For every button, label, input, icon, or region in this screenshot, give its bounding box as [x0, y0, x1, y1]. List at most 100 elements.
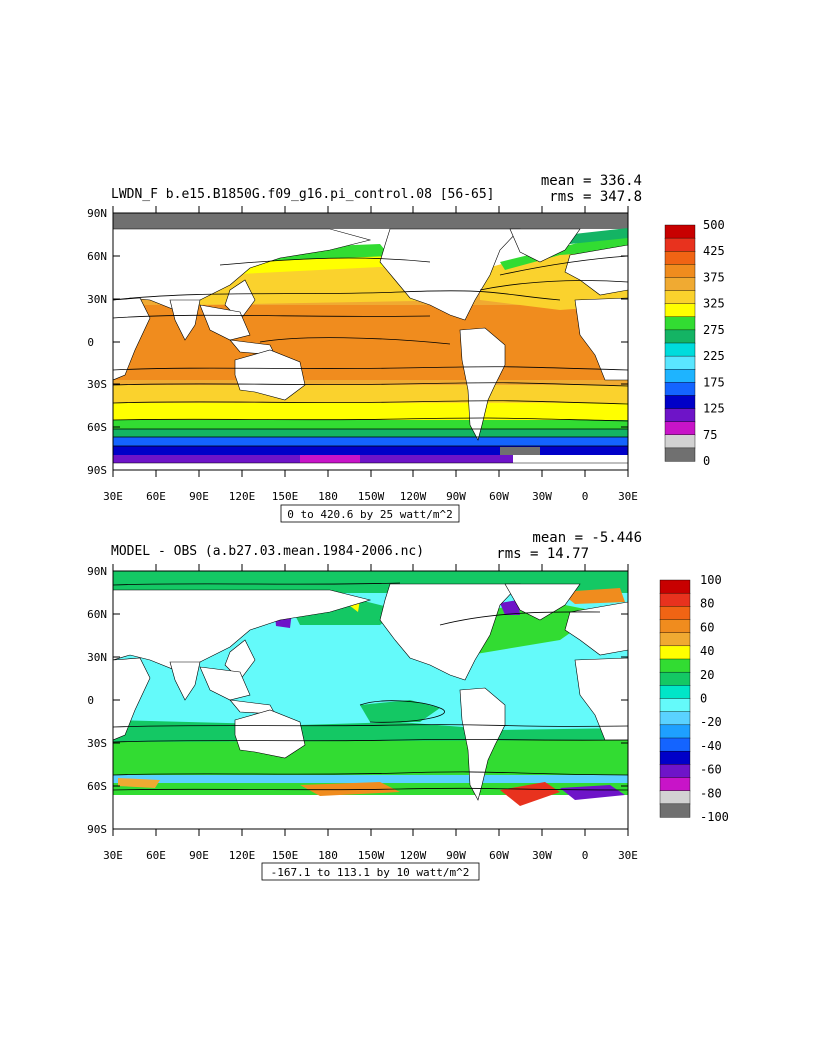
lon-label: 30E — [618, 490, 638, 503]
colorbar-swatch — [664, 237, 696, 252]
colorbar-swatch — [659, 764, 691, 779]
lon-label: 30E — [103, 849, 123, 862]
colorbar-swatch — [664, 290, 696, 305]
lat-label: 30S — [87, 737, 107, 750]
colorbar-swatch — [659, 698, 691, 713]
panel-1-lon-labels: 30E 60E 90E 120E 150E 180 150W 120W 90W … — [103, 490, 638, 503]
lon-label: 150E — [272, 490, 299, 503]
colorbar-swatch — [664, 369, 696, 383]
colorbar-swatch — [659, 619, 691, 634]
lat-label: 60N — [87, 250, 107, 263]
colorbar-swatch — [659, 632, 691, 647]
colorbar-label: -60 — [700, 763, 722, 777]
lon-label: 90W — [446, 490, 466, 503]
lon-label: 60E — [146, 490, 166, 503]
colorbar-label: 75 — [703, 428, 717, 442]
lon-label: 120E — [229, 490, 256, 503]
lon-label: 150W — [358, 849, 385, 862]
panel-1-mean: mean = 336.4 — [541, 173, 642, 189]
lon-label: 120E — [229, 849, 256, 862]
colorbar-swatch — [664, 264, 696, 279]
colorbar-label: 125 — [703, 402, 725, 416]
panel-2-info-box — [261, 862, 480, 881]
colorbar-label: 225 — [703, 349, 725, 363]
colorbar-swatch — [659, 711, 691, 726]
colorbar-label: 275 — [703, 323, 725, 337]
lat-label: 30S — [87, 378, 107, 391]
colorbar-label: -100 — [700, 810, 729, 824]
lon-label: 0 — [582, 849, 589, 862]
colorbar-swatch — [659, 592, 691, 607]
panel-1-rms: rms = 347.8 — [549, 189, 642, 205]
panel-1-axis-ticks — [112, 206, 629, 477]
lat-label: 60S — [87, 421, 107, 434]
colorbar-label: 425 — [703, 244, 725, 258]
lat-label: 0 — [87, 336, 94, 349]
lat-label: 60S — [87, 780, 107, 793]
colorbar-swatch — [664, 395, 696, 410]
lon-label: 30E — [103, 490, 123, 503]
lon-label: 90E — [189, 490, 209, 503]
colorbar-swatch — [659, 790, 691, 805]
panel-1-title: LWDN_F b.e15.B1850G.f09_g16.pi_control.0… — [111, 187, 495, 202]
panel-2-title: MODEL - OBS (a.b27.03.mean.1984-2006.nc) — [111, 544, 424, 559]
colorbar-swatch — [664, 224, 696, 239]
colorbar-label: 375 — [703, 270, 725, 284]
panel-1-contour-info: 0 to 420.6 by 25 watt/m^2 — [287, 508, 453, 521]
colorbar-swatch — [659, 645, 691, 660]
colorbar-swatch — [659, 606, 691, 621]
panel-2: MODEL - OBS (a.b27.03.mean.1984-2006.nc)… — [87, 530, 729, 881]
lon-label: 30E — [618, 849, 638, 862]
lon-label: 60W — [489, 849, 509, 862]
lon-label: 150W — [358, 490, 385, 503]
colorbar-label: 175 — [703, 375, 725, 389]
colorbar-swatch — [659, 658, 691, 673]
panel-2-axis-ticks — [112, 564, 629, 836]
lat-label: 90S — [87, 464, 107, 477]
lon-label: 150E — [272, 849, 299, 862]
lon-label: 180 — [318, 849, 338, 862]
colorbar-swatch — [664, 382, 696, 397]
colorbar-label: 0 — [700, 692, 707, 706]
colorbar-label: -20 — [700, 715, 722, 729]
panel-2-lon-labels: 30E 60E 90E 120E 150E 180 150W 120W 90W … — [103, 849, 638, 862]
panel-2-rms: rms = 14.77 — [496, 546, 589, 562]
lat-label: 90N — [87, 207, 107, 220]
lat-label: 90N — [87, 565, 107, 578]
panel-2-contour-info: -167.1 to 113.1 by 10 watt/m^2 — [271, 866, 470, 879]
panel-1-map — [113, 213, 628, 470]
panel-2-map — [113, 571, 628, 829]
lon-label: 30W — [532, 490, 552, 503]
colorbar-swatch — [664, 251, 696, 265]
colorbar-label: 325 — [703, 297, 725, 311]
colorbar-label: 500 — [703, 218, 725, 232]
lon-label: 180 — [318, 490, 338, 503]
panel-1-colorbar: 500 425 375 325 275 225 175 125 75 0 — [664, 218, 725, 468]
colorbar-swatch — [659, 737, 691, 752]
colorbar-label: 60 — [700, 620, 714, 634]
panel-2-colorbar: 100 80 60 40 20 0 -20 -40 -60 -80 -100 — [659, 573, 729, 824]
lat-label: 90S — [87, 823, 107, 836]
colorbar-swatch — [664, 329, 696, 344]
lon-label: 60W — [489, 490, 509, 503]
colorbar-swatch — [664, 342, 696, 357]
lon-label: 120W — [400, 849, 427, 862]
panel-1: LWDN_F b.e15.B1850G.f09_g16.pi_control.0… — [87, 173, 725, 523]
colorbar-label: 20 — [700, 668, 714, 682]
colorbar-label: -40 — [700, 739, 722, 753]
lat-label: 30N — [87, 293, 107, 306]
panel-1-lat-labels: 90N 60N 30N 0 30S 60S 90S — [87, 207, 107, 477]
colorbar-label: -80 — [700, 786, 722, 800]
colorbar-swatch — [664, 447, 696, 462]
lat-label: 30N — [87, 651, 107, 664]
lon-label: 60E — [146, 849, 166, 862]
colorbar-label: 80 — [700, 597, 714, 611]
lat-label: 60N — [87, 608, 107, 621]
lon-label: 90E — [189, 849, 209, 862]
colorbar-swatch — [659, 685, 691, 700]
lat-label: 0 — [87, 694, 94, 707]
colorbar-swatch — [664, 408, 696, 423]
colorbar-label: 100 — [700, 573, 722, 587]
colorbar-swatch — [659, 579, 691, 594]
